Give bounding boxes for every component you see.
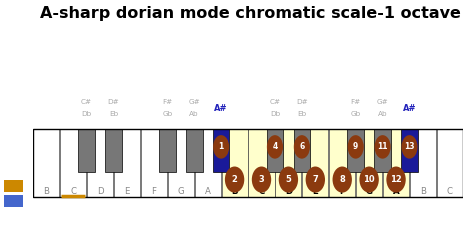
Text: D#: D# <box>296 99 308 106</box>
Text: A-sharp dorian mode chromatic scale-1 octave: A-sharp dorian mode chromatic scale-1 oc… <box>40 6 461 21</box>
Bar <box>33 129 463 197</box>
Text: Db: Db <box>81 111 92 117</box>
Text: Gb: Gb <box>162 111 172 117</box>
Text: 3: 3 <box>259 175 264 184</box>
Text: 13: 13 <box>404 142 415 151</box>
Ellipse shape <box>387 166 406 193</box>
Ellipse shape <box>306 166 325 193</box>
Text: A: A <box>205 187 211 196</box>
Text: E: E <box>124 187 130 196</box>
Bar <box>437 129 463 197</box>
Text: G#: G# <box>188 99 200 106</box>
Text: 9: 9 <box>353 142 358 151</box>
Text: B: B <box>231 187 238 196</box>
Bar <box>168 129 194 197</box>
Bar <box>213 129 229 172</box>
Text: G#: G# <box>377 99 388 106</box>
Text: A: A <box>393 187 399 196</box>
Bar <box>356 129 382 197</box>
Bar <box>221 129 248 197</box>
Text: C: C <box>258 187 264 196</box>
Text: B: B <box>420 187 426 196</box>
Ellipse shape <box>359 166 379 193</box>
Bar <box>105 129 122 172</box>
Text: Eb: Eb <box>297 111 307 117</box>
Bar <box>401 129 418 172</box>
Text: Eb: Eb <box>109 111 118 117</box>
Text: C#: C# <box>81 99 92 106</box>
Bar <box>159 129 176 172</box>
Text: F#: F# <box>351 99 361 106</box>
Bar <box>302 129 329 197</box>
Bar <box>267 129 283 172</box>
Text: Ab: Ab <box>190 111 199 117</box>
Ellipse shape <box>333 166 352 193</box>
Bar <box>293 129 310 172</box>
Ellipse shape <box>225 166 244 193</box>
Bar <box>347 129 364 172</box>
Bar <box>329 129 355 197</box>
Text: F: F <box>151 187 156 196</box>
Text: C#: C# <box>270 99 280 106</box>
Bar <box>4 180 23 192</box>
Bar <box>87 129 113 197</box>
Text: 7: 7 <box>313 175 318 184</box>
Text: G: G <box>177 187 184 196</box>
Ellipse shape <box>267 135 283 159</box>
Bar <box>374 129 391 172</box>
Bar <box>78 129 95 172</box>
Text: E: E <box>313 187 318 196</box>
Text: Db: Db <box>270 111 280 117</box>
Text: 2: 2 <box>232 175 238 184</box>
Text: A#: A# <box>214 104 228 113</box>
Text: D: D <box>97 187 103 196</box>
Ellipse shape <box>252 166 271 193</box>
Text: Gb: Gb <box>351 111 361 117</box>
Text: 6: 6 <box>299 142 305 151</box>
Text: Ab: Ab <box>378 111 388 117</box>
Text: 11: 11 <box>377 142 388 151</box>
Text: 12: 12 <box>390 175 402 184</box>
Bar <box>114 129 140 197</box>
Ellipse shape <box>374 135 391 159</box>
Ellipse shape <box>279 166 298 193</box>
Text: C: C <box>447 187 453 196</box>
Bar <box>141 129 167 197</box>
Text: D: D <box>285 187 292 196</box>
Text: 5: 5 <box>285 175 292 184</box>
Text: A#: A# <box>403 104 416 113</box>
Text: F: F <box>339 187 345 196</box>
Bar <box>249 129 275 197</box>
Text: F#: F# <box>162 99 172 106</box>
Text: basicmusictheory.com: basicmusictheory.com <box>11 75 16 141</box>
Bar <box>33 129 59 197</box>
Text: G: G <box>366 187 373 196</box>
Bar <box>4 195 23 207</box>
Text: 10: 10 <box>363 175 375 184</box>
Ellipse shape <box>294 135 310 159</box>
Text: 8: 8 <box>339 175 345 184</box>
Text: 4: 4 <box>272 142 278 151</box>
Bar <box>383 129 409 197</box>
Ellipse shape <box>348 135 364 159</box>
Text: D#: D# <box>108 99 119 106</box>
Text: C: C <box>70 187 76 196</box>
Bar <box>186 129 203 172</box>
Ellipse shape <box>213 135 229 159</box>
Bar <box>60 129 86 197</box>
Ellipse shape <box>402 135 417 159</box>
Bar <box>410 129 436 197</box>
Bar <box>195 129 221 197</box>
Text: 1: 1 <box>219 142 224 151</box>
Bar <box>275 129 301 197</box>
Text: B: B <box>43 187 49 196</box>
